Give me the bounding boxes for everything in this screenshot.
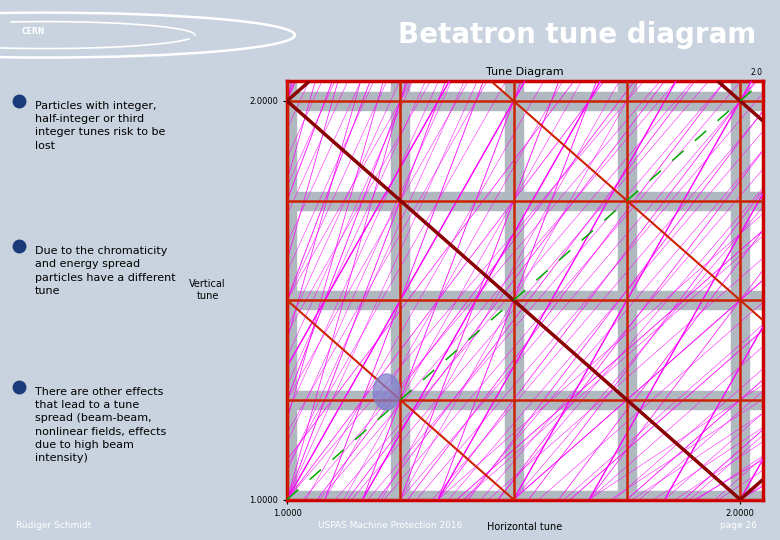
Text: CERN: CERN bbox=[22, 27, 45, 36]
X-axis label: Horizontal tune: Horizontal tune bbox=[488, 522, 562, 532]
Text: Due to the chromaticity
and energy spread
particles have a different
tune: Due to the chromaticity and energy sprea… bbox=[34, 246, 176, 296]
Title: Tune Diagram: Tune Diagram bbox=[486, 68, 564, 77]
Text: 2.0: 2.0 bbox=[751, 68, 763, 77]
Text: There are other effects
that lead to a tune
spread (beam-beam,
nonlinear fields,: There are other effects that lead to a t… bbox=[34, 387, 166, 463]
Text: page 26: page 26 bbox=[720, 521, 757, 530]
Text: USPAS Machine Protection 2016: USPAS Machine Protection 2016 bbox=[317, 521, 463, 530]
Ellipse shape bbox=[373, 374, 400, 410]
Text: Rüdiger Schmidt: Rüdiger Schmidt bbox=[16, 521, 90, 530]
Y-axis label: Vertical
tune: Vertical tune bbox=[190, 280, 225, 301]
Text: Betatron tune diagram: Betatron tune diagram bbox=[399, 21, 757, 49]
Text: Particles with integer,
half-integer or third
integer tunes risk to be
lost: Particles with integer, half-integer or … bbox=[34, 101, 165, 151]
